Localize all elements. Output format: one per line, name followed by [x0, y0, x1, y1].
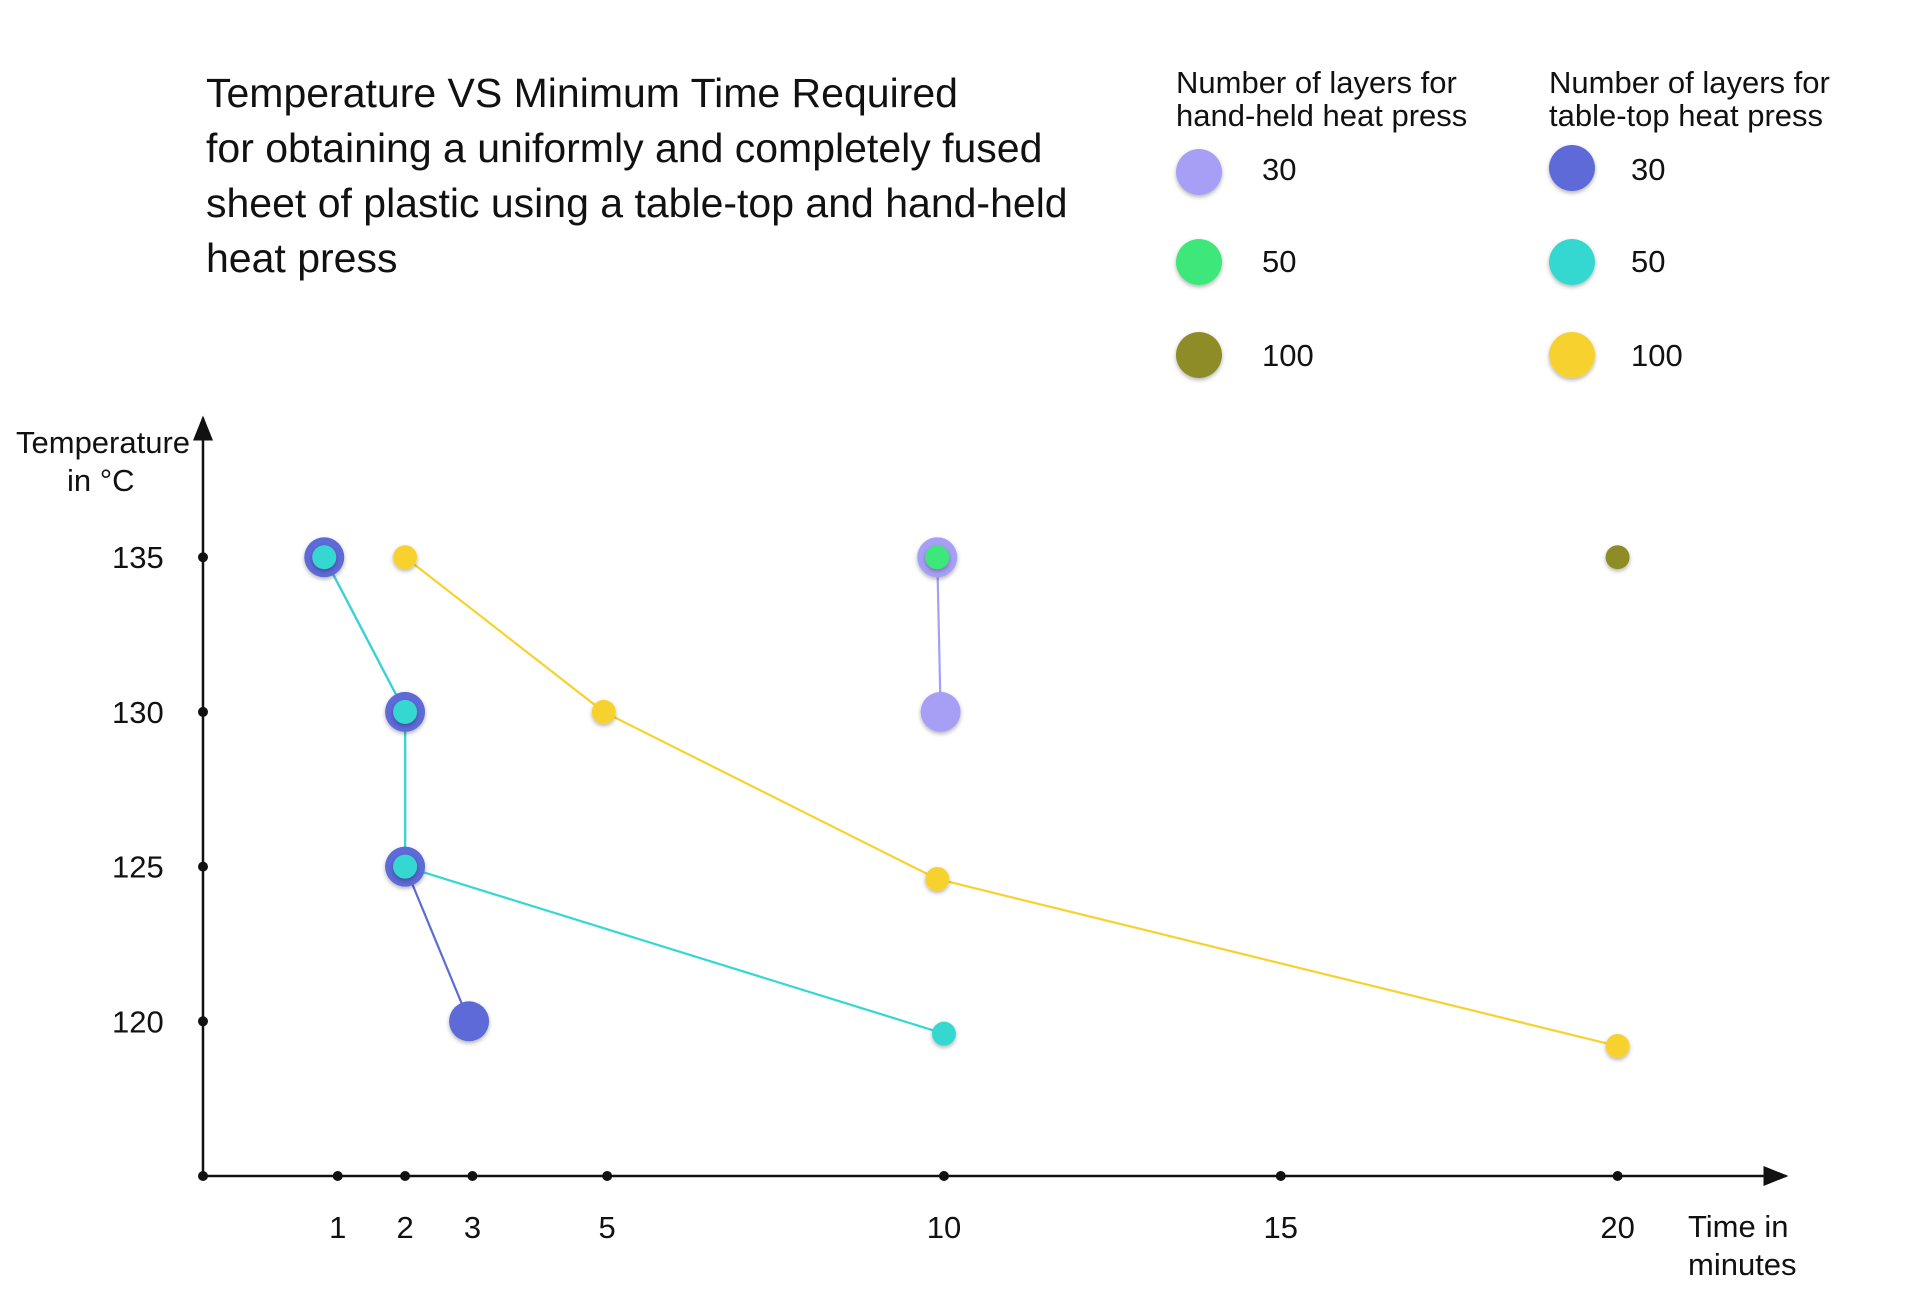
chart-title-line: sheet of plastic using a table-top and h…: [206, 180, 1068, 226]
series-lines: [323, 556, 1618, 1048]
data-point: [591, 699, 616, 724]
data-point: [449, 1001, 490, 1042]
series-line: [936, 557, 942, 712]
data-point: [312, 545, 337, 570]
legend-title-line: table-top heat press: [1549, 98, 1824, 133]
legend-tabletop-100: 100: [1549, 332, 1683, 378]
data-point: [393, 854, 418, 879]
data-point: [925, 545, 950, 570]
x-tick-dot: [1612, 1171, 1623, 1181]
legend-label: 100: [1631, 338, 1683, 373]
data-point: [920, 691, 961, 732]
data-point: [393, 699, 418, 724]
y-tick-dot: [198, 1016, 208, 1027]
axes: [193, 415, 1789, 1186]
legend-label: 100: [1262, 338, 1314, 373]
y-tick-label: 120: [112, 1004, 164, 1039]
x-tick-dot: [467, 1171, 478, 1181]
chart-title-line: for obtaining a uniformly and completely…: [206, 125, 1043, 171]
legend-title-line: Number of layers for: [1549, 65, 1830, 100]
series-points: [304, 537, 1630, 1059]
x-axis-title: Time in minutes: [1688, 1209, 1797, 1282]
legend-tabletop-50: 50: [1549, 239, 1665, 285]
x-tick-label: 10: [927, 1210, 961, 1245]
legend-tabletop-30: 30: [1549, 145, 1665, 191]
legend-swatch: [1549, 239, 1595, 285]
chart-title: Temperature VS Minimum Time Required for…: [206, 66, 1068, 286]
x-tick-dot: [602, 1171, 613, 1181]
legend-handheld-title: Number of layers for hand-held heat pres…: [1176, 66, 1467, 132]
x-axis-title-line: minutes: [1688, 1247, 1797, 1282]
x-tick-label: 15: [1264, 1210, 1298, 1245]
legend-swatch: [1176, 149, 1222, 195]
legend-swatch: [1176, 332, 1222, 378]
data-point: [1605, 545, 1630, 570]
y-axis-title-line: Temperature: [16, 425, 190, 460]
y-tick-dot: [198, 861, 208, 872]
legend-handheld-100: 100: [1176, 332, 1314, 378]
series-line: [323, 556, 471, 1022]
y-axis-title-line: in °C: [67, 463, 135, 498]
x-tick-label: 20: [1600, 1210, 1634, 1245]
legend-label: 30: [1631, 152, 1665, 187]
x-tick-dot: [1275, 1171, 1286, 1181]
y-tick-label: 135: [112, 540, 164, 575]
legend-tabletop-title: Number of layers for table-top heat pres…: [1549, 66, 1830, 132]
y-tick-label: 125: [112, 850, 164, 885]
origin-dot: [198, 1171, 208, 1181]
y-tick-label: 130: [112, 695, 164, 730]
legend: 30 50 100 30 50 100: [1176, 145, 1683, 378]
x-axis-title-line: Time in: [1688, 1209, 1788, 1244]
chart-title-line: Temperature VS Minimum Time Required: [206, 70, 958, 116]
data-point: [1605, 1034, 1630, 1059]
legend-handheld-30: 30: [1176, 149, 1296, 195]
x-tick-label: 2: [396, 1210, 413, 1245]
x-tick-label: 5: [599, 1210, 616, 1245]
y-ticks: 120 125 130 135: [112, 540, 208, 1039]
x-tick-dot: [938, 1171, 949, 1181]
data-point: [931, 1021, 956, 1046]
x-tick-label: 1: [329, 1210, 346, 1245]
x-tick-dot: [400, 1171, 411, 1181]
legend-label: 30: [1262, 152, 1296, 187]
series-line: [404, 556, 1618, 1048]
x-tick-label: 3: [464, 1210, 481, 1245]
y-tick-dot: [198, 552, 208, 563]
series-line: [323, 556, 945, 1035]
legend-handheld-50: 50: [1176, 239, 1296, 285]
y-axis-title: Temperature in °C: [16, 425, 190, 498]
legend-title-line: Number of layers for: [1176, 65, 1457, 100]
y-tick-dot: [198, 706, 208, 717]
x-ticks: 1 2 3 5 10 15 20: [329, 1171, 1635, 1245]
x-tick-dot: [332, 1171, 343, 1181]
legend-swatch: [1549, 145, 1595, 191]
legend-title-line: hand-held heat press: [1176, 98, 1468, 133]
chart-title-line: heat press: [206, 235, 398, 281]
legend-label: 50: [1262, 244, 1296, 279]
legend-swatch: [1176, 239, 1222, 285]
legend-label: 50: [1631, 244, 1665, 279]
legend-swatch: [1549, 332, 1595, 378]
data-point: [393, 545, 418, 570]
data-point: [925, 866, 950, 891]
